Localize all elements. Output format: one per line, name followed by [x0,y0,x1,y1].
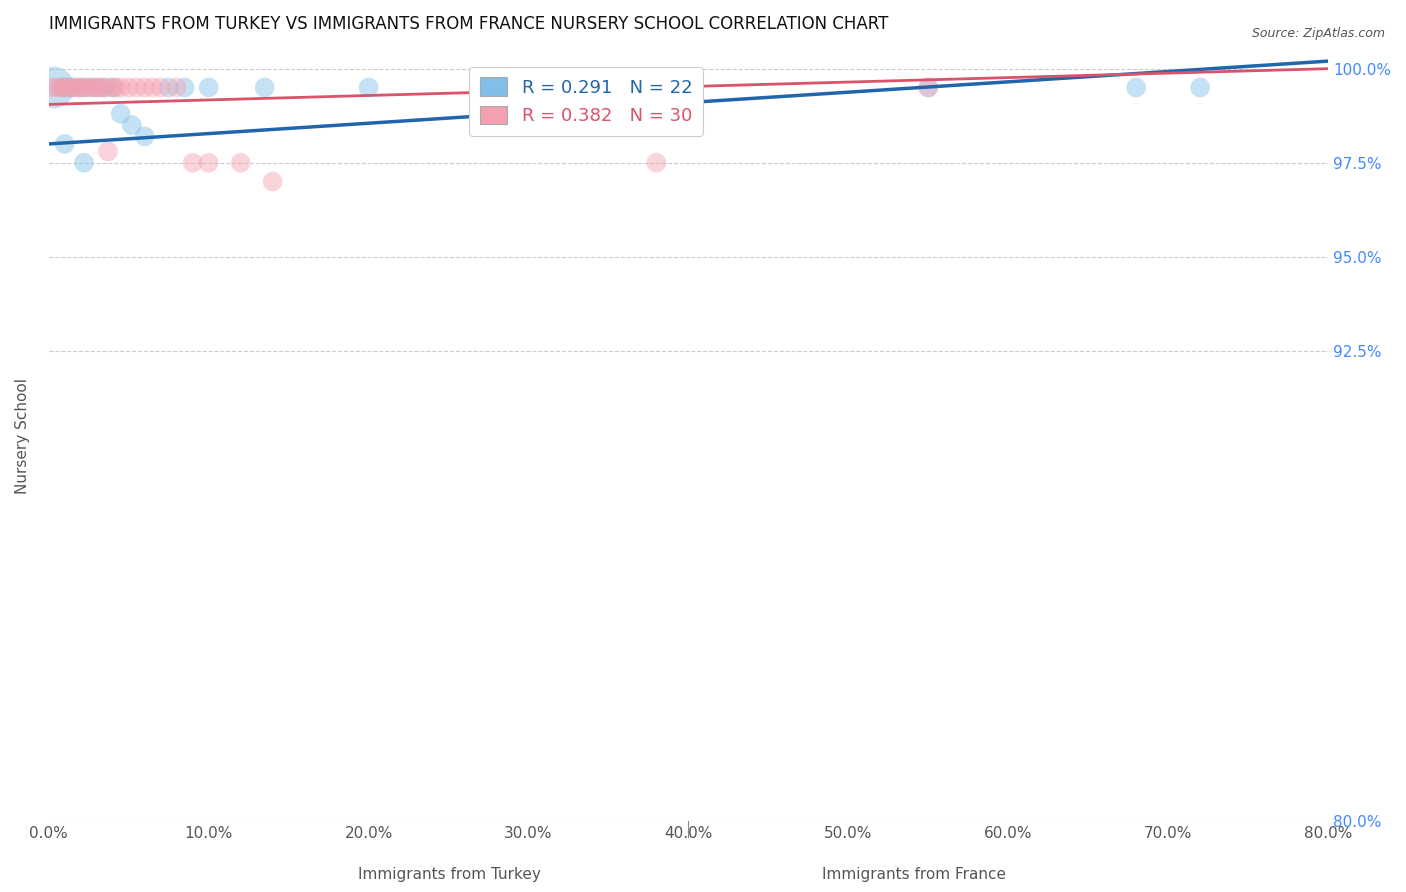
Point [917,80,939,95]
Text: Immigrants from France: Immigrants from France [823,867,1005,881]
Point [104,80,127,95]
Point [86,80,108,95]
Point [645,155,668,169]
Point [142,80,165,95]
Point [93,80,115,95]
Point [51,80,73,95]
Legend: R = 0.291   N = 22, R = 0.382   N = 30: R = 0.291 N = 22, R = 0.382 N = 30 [470,67,703,136]
Point [58,80,80,95]
Point [69,80,91,95]
Point [56,80,79,95]
Point [69,80,91,95]
Point [53,136,76,151]
Point [62,80,84,95]
Point [66,80,89,95]
Point [83,80,105,95]
Point [149,80,172,95]
Point [86,80,108,95]
Point [118,80,141,95]
Point [110,80,132,95]
Point [110,107,132,121]
Point [45,80,67,95]
Point [357,80,380,95]
Point [917,80,939,95]
Point [101,80,124,95]
Point [229,155,252,169]
Point [73,80,96,95]
Point [53,80,76,95]
Text: IMMIGRANTS FROM TURKEY VS IMMIGRANTS FROM FRANCE NURSERY SCHOOL CORRELATION CHAR: IMMIGRANTS FROM TURKEY VS IMMIGRANTS FRO… [49,15,889,33]
Point [1189,80,1212,95]
Point [197,155,219,169]
Point [262,175,284,189]
Point [134,80,156,95]
Point [157,80,180,95]
Point [173,80,195,95]
Point [166,80,188,95]
Point [51,80,73,95]
Point [1125,80,1147,95]
Point [73,155,96,169]
Point [62,80,84,95]
Point [101,80,124,95]
Point [125,80,148,95]
Point [121,118,143,132]
Point [197,80,219,95]
Point [181,155,204,169]
Point [77,80,100,95]
Point [77,80,100,95]
Point [42,80,65,95]
Point [134,129,156,144]
Point [253,80,276,95]
Text: Immigrants from Turkey: Immigrants from Turkey [359,867,541,881]
Point [97,145,120,159]
Y-axis label: Nursery School: Nursery School [15,377,30,493]
Point [90,80,112,95]
Point [41,80,63,95]
Point [93,80,115,95]
Text: Source: ZipAtlas.com: Source: ZipAtlas.com [1251,27,1385,40]
